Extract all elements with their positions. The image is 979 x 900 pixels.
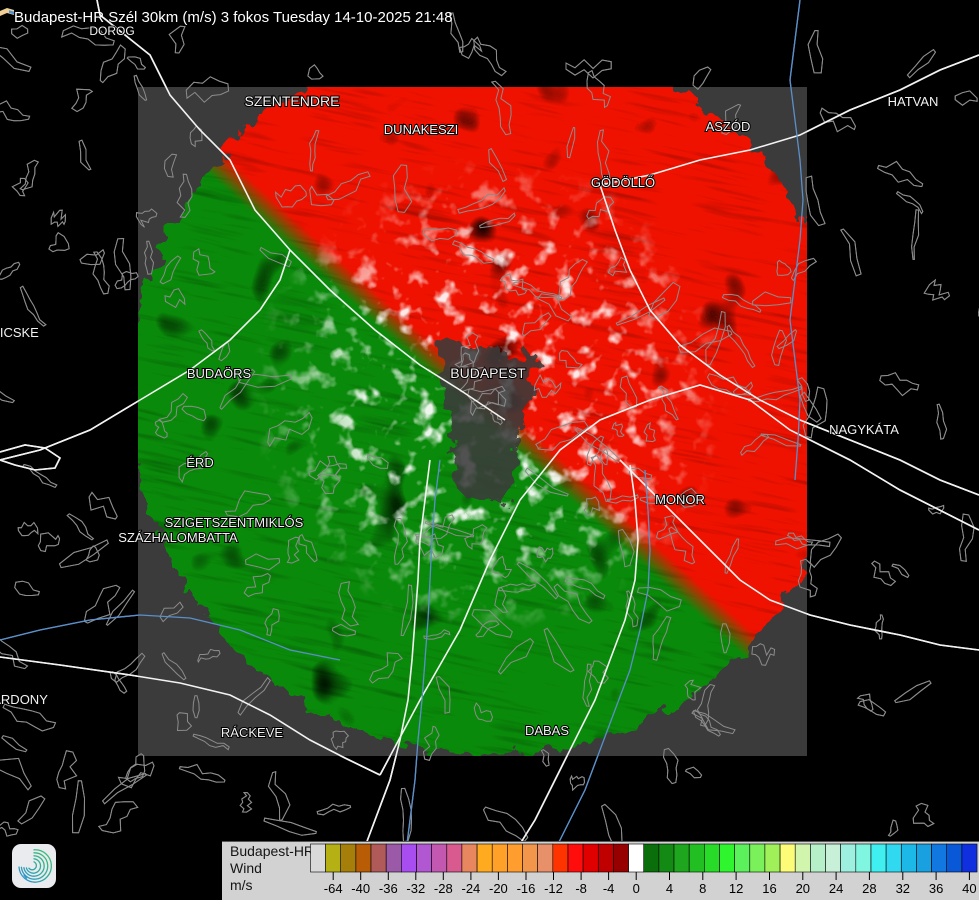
svg-text:8: 8 [699,881,706,896]
svg-text:12: 12 [729,881,743,896]
svg-text:24: 24 [829,881,843,896]
svg-text:0: 0 [633,881,640,896]
svg-text:-20: -20 [489,881,508,896]
svg-text:40: 40 [962,881,976,896]
svg-text:-40: -40 [351,881,370,896]
svg-text:BICSKE: BICSKE [0,325,39,340]
svg-text:-36: -36 [379,881,398,896]
svg-text:36: 36 [929,881,943,896]
svg-text:NAGYKÁTA: NAGYKÁTA [829,422,899,437]
svg-text:HATVAN: HATVAN [888,94,939,109]
svg-text:-64: -64 [324,881,343,896]
svg-text:-12: -12 [544,881,563,896]
svg-text:-24: -24 [462,881,481,896]
svg-text:20: 20 [796,881,810,896]
svg-text:32: 32 [896,881,910,896]
svg-text:-8: -8 [575,881,587,896]
svg-text:-28: -28 [434,881,453,896]
svg-text:4: 4 [666,881,673,896]
svg-text:28: 28 [862,881,876,896]
svg-text:-4: -4 [603,881,615,896]
svg-text:-32: -32 [406,881,425,896]
svg-text:16: 16 [762,881,776,896]
svg-text:-16: -16 [517,881,536,896]
svg-text:GÁRDONY: GÁRDONY [0,692,48,707]
